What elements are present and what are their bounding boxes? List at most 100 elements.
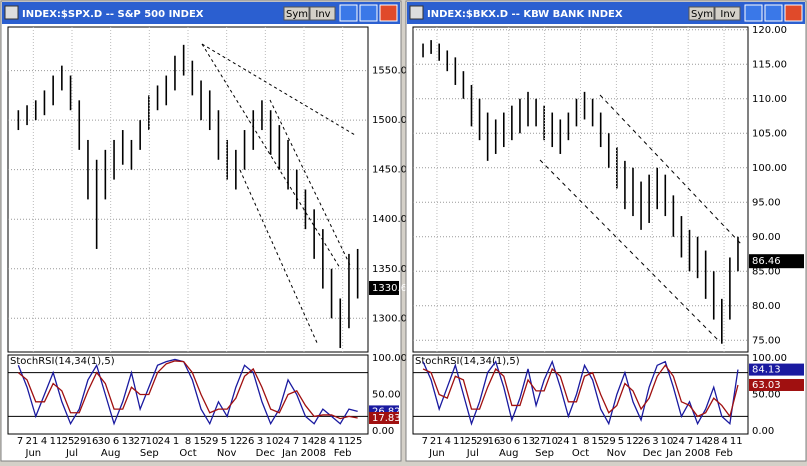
y-tick-label: 80.00 [752,301,781,312]
x-tick-label: 4 [41,436,47,447]
window-max-button[interactable] [764,4,783,22]
y-tick-label: 1500.00 [372,115,413,126]
indicator-tick-label: 50.00 [372,390,401,401]
x-tick-label: 29 [603,436,616,447]
last-price-box [749,254,804,269]
month-label: Dec [643,448,662,459]
x-tick-label: 8 [583,436,589,447]
indicator-name: StochRSI(14,34(1),5) [415,356,520,367]
indicator-value-box [749,363,804,376]
toolbar-button-label[interactable]: Inv [720,9,735,20]
month-label: Sep [535,448,554,459]
x-tick-label: 4 [329,436,335,447]
x-tick-label: 11 [338,436,351,447]
x-tick-label: 25 [62,436,75,447]
window-max-button[interactable] [359,4,378,22]
indicator-tick-label: 0.00 [372,426,394,437]
indicator-panel [7,354,369,435]
x-tick-label: 7 [687,436,693,447]
indicator-tick-label: 100.00 [752,353,787,364]
toolbar-button[interactable] [688,6,715,21]
x-tick-label: 24 [278,436,291,447]
month-label: Jan 2008 [665,448,710,459]
toolbar-button[interactable] [714,6,741,21]
last-price-label: 86.46 [752,256,781,267]
toolbar-button[interactable] [309,6,336,21]
window-min-button[interactable] [744,4,763,22]
x-tick-label: 3 [257,436,263,447]
x-tick-label: 29 [206,436,219,447]
x-tick-label: 6 [514,436,520,447]
window-min-button[interactable] [339,4,358,22]
x-tick-label: 4 [445,436,451,447]
month-label: Sep [140,448,159,459]
y-tick-label: 100.00 [752,163,787,174]
indicator-line [17,358,358,426]
x-tick-label: 25 [465,436,478,447]
x-tick-label: 10 [266,436,279,447]
x-tick-label: 7 [17,436,23,447]
trend-line [201,43,341,269]
y-tick-label: 1450.00 [372,165,413,176]
x-tick-label: 29 [74,436,87,447]
x-tick-label: 24 [557,436,570,447]
month-label: Aug [101,448,121,459]
y-tick-label: 120.00 [752,25,787,36]
x-tick-label: 3 [652,436,658,447]
month-label: Jan 2008 [281,448,326,459]
x-tick-label: 26 [242,436,255,447]
x-tick-label: 7 [293,436,299,447]
window-title: INDEX:$BKX.D -- KBW BANK INDEX [427,9,623,20]
trend-line [599,94,743,246]
month-label: Feb [334,448,352,459]
y-tick-label: 95.00 [752,197,781,208]
x-tick-label: 4 [722,436,728,447]
month-label: Jun [25,448,42,459]
indicator-tick-label: 50.00 [752,390,781,401]
toolbar-button[interactable] [283,6,310,21]
x-tick-label: 26 [638,436,651,447]
month-label: Aug [499,448,519,459]
x-tick-label: 30 [499,436,512,447]
month-label: Jun [428,448,445,459]
indicator-value-label: 26.82 [372,406,401,417]
x-tick-label: 11 [50,436,63,447]
window-close-button[interactable] [784,4,803,22]
x-tick-label: 13 [122,436,135,447]
x-tick-label: 10 [661,436,674,447]
y-tick-label: 85.00 [752,266,781,277]
month-label: Jul [466,448,479,459]
window-close-button[interactable] [379,4,398,22]
window-icon [409,5,424,20]
toolbar-button-label[interactable]: Sym [286,9,308,20]
y-tick-label: 1400.00 [372,214,413,225]
x-tick-label: 21 [430,436,443,447]
x-tick-label: 28 [707,436,720,447]
x-tick-label: 27 [134,436,147,447]
x-tick-label: 21 [26,436,39,447]
x-tick-label: 16 [86,436,99,447]
month-label: Nov [607,448,627,459]
indicator-name: StochRSI(14,34(1),5) [10,356,115,367]
toolbar-button-label[interactable]: Sym [691,9,713,20]
month-label: Feb [715,448,733,459]
last-price-box [369,280,399,295]
trend-line [239,169,319,346]
x-tick-label: 11 [453,436,466,447]
indicator-value-box [369,411,399,424]
indicator-panel [412,354,749,435]
x-tick-label: 5 [618,436,624,447]
month-label: Oct [179,448,196,459]
indicator-value-label: 17.83 [372,413,401,424]
x-tick-label: 16 [488,436,501,447]
month-label: Nov [217,448,237,459]
x-tick-label: 8 [185,436,191,447]
x-tick-label: 30 [98,436,111,447]
window-title: INDEX:$SPX.D -- S&P 500 INDEX [22,9,204,20]
month-label: Dec [256,448,275,459]
month-label: Jul [65,448,78,459]
x-tick-label: 12 [230,436,243,447]
toolbar-button-label[interactable]: Inv [315,9,330,20]
x-tick-label: 24 [158,436,171,447]
